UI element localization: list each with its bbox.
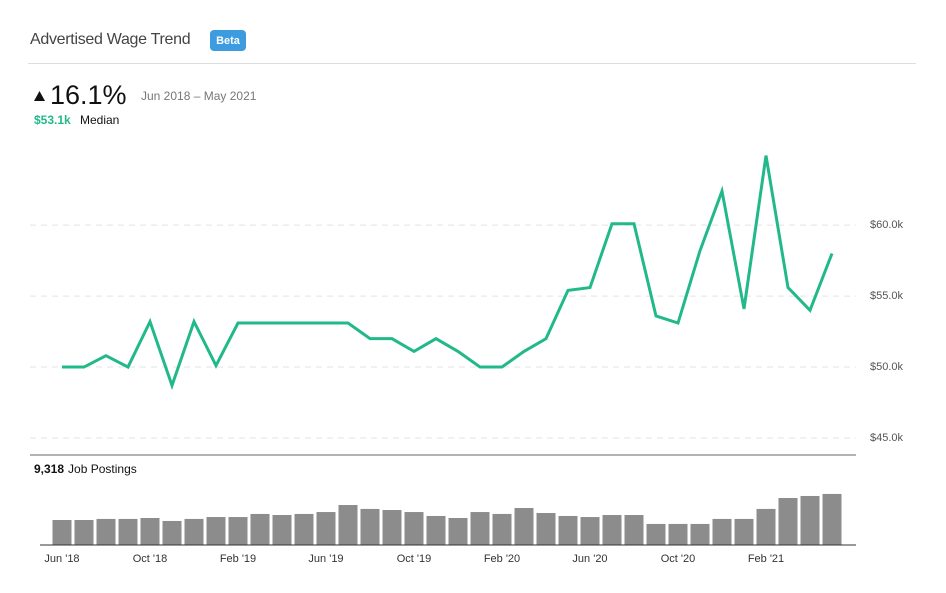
bar — [118, 518, 138, 545]
bar — [162, 520, 182, 545]
postings-label: Job Postings — [68, 462, 137, 476]
badge — [210, 30, 246, 51]
bar — [712, 518, 732, 545]
postings-count: 9,318 — [34, 462, 64, 476]
bar — [580, 517, 600, 545]
postings-total: 9,318 Job Postings — [34, 462, 137, 476]
bar — [492, 513, 512, 545]
bar — [646, 523, 666, 545]
x-tick-label: Oct '18 — [133, 553, 168, 565]
bar — [822, 493, 842, 545]
median-label: Median — [80, 113, 119, 127]
bar — [382, 510, 402, 545]
title: Advertised Wage Trend — [30, 31, 190, 48]
y-tick-label: $60.0k — [870, 219, 904, 231]
bar — [140, 517, 160, 545]
x-tick-label: Jun '20 — [572, 553, 607, 565]
bar — [602, 515, 622, 545]
bar — [404, 512, 424, 545]
bar — [624, 515, 644, 545]
bar — [272, 515, 292, 545]
line — [62, 155, 834, 391]
x-tick-label: Feb '20 — [484, 553, 520, 565]
bar — [52, 520, 72, 545]
bar — [74, 520, 94, 545]
period: Jun 2018 – May 2021 — [141, 89, 257, 103]
x-tick-label: Oct '19 — [397, 553, 432, 565]
x-tick-label: Jun '18 — [44, 553, 79, 565]
bar — [778, 497, 798, 545]
bar — [316, 512, 336, 545]
bar — [734, 518, 754, 545]
change: 16.1% — [50, 80, 127, 110]
up-arrow — [34, 91, 45, 101]
badge-text: Beta — [216, 35, 241, 47]
x-tick-label: Jun '19 — [308, 553, 343, 565]
bar — [96, 518, 116, 545]
bar — [206, 517, 226, 545]
x-tick-label: Oct '20 — [661, 553, 696, 565]
bar — [338, 505, 358, 545]
bar — [756, 508, 776, 545]
bar — [514, 507, 534, 545]
bar — [250, 513, 270, 545]
bar — [228, 517, 248, 545]
bar — [294, 513, 314, 545]
y-tick-label: $50.0k — [870, 361, 904, 373]
bar — [184, 518, 204, 545]
bar — [470, 512, 490, 545]
bar — [448, 517, 468, 545]
x-tick-label: Feb '21 — [748, 553, 784, 565]
bar — [426, 515, 446, 545]
y-tick-label: $55.0k — [870, 290, 904, 302]
y-tick-label: $45.0k — [870, 432, 904, 444]
bar — [558, 515, 578, 545]
bar — [536, 512, 556, 545]
bar — [668, 523, 688, 545]
bar — [360, 508, 380, 545]
bar — [800, 495, 820, 545]
bar — [690, 523, 710, 545]
x-tick-label: Feb '19 — [220, 553, 256, 565]
median-value: $53.1k — [34, 113, 71, 127]
